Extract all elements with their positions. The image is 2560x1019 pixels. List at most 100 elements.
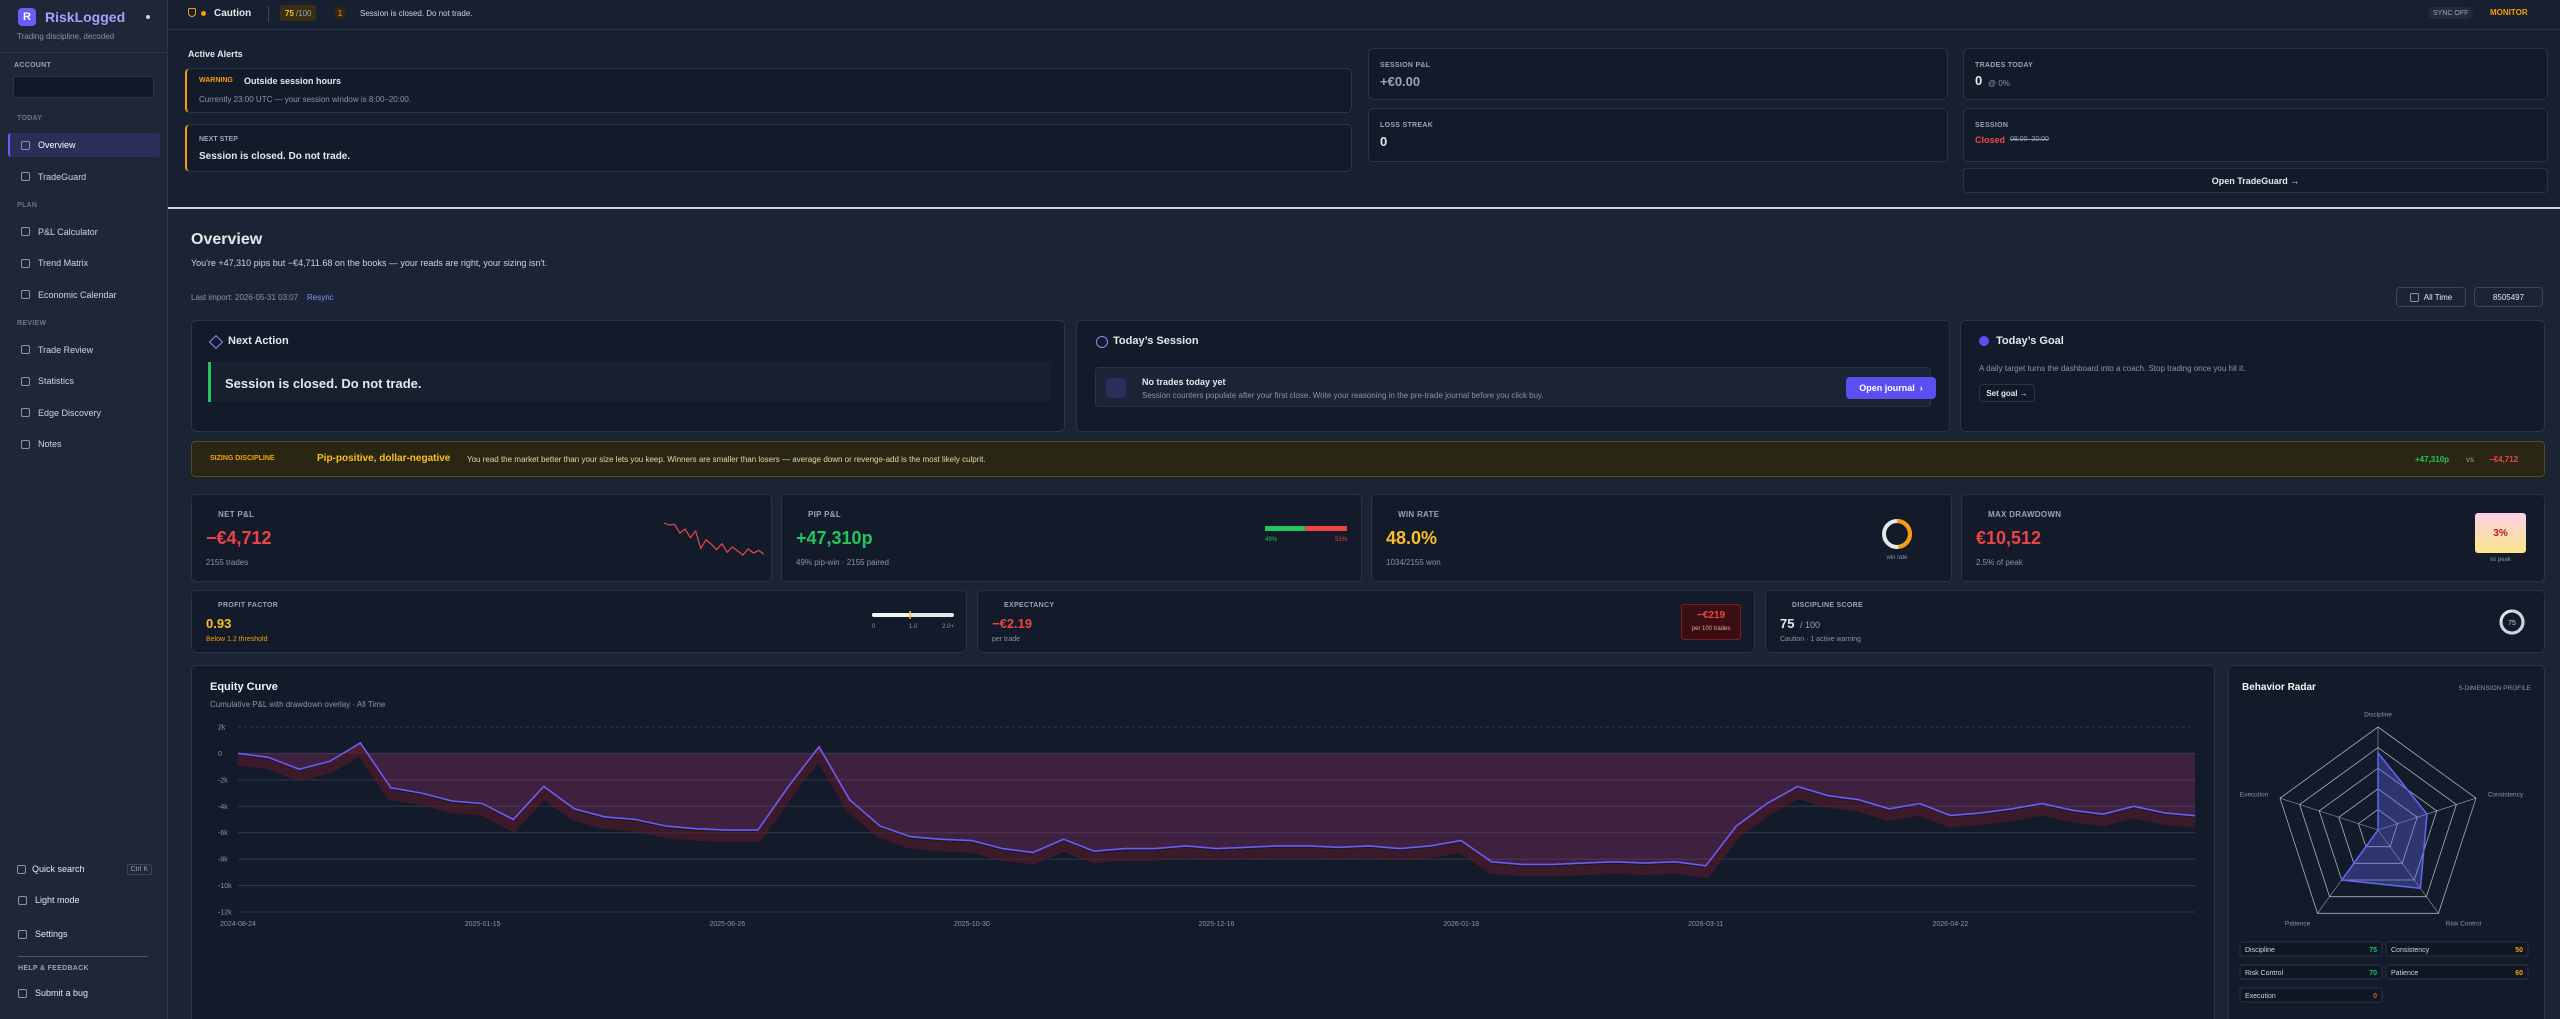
nav-item[interactable]: P&L Calculator — [8, 220, 160, 244]
kpi-value: −€2.19 — [992, 616, 1033, 631]
nav-section-label: REVIEW — [17, 319, 47, 327]
stat-value: 0 — [1975, 73, 1983, 88]
nav-item[interactable]: Notes — [8, 432, 160, 456]
nav-item[interactable]: Economic Calendar — [8, 283, 160, 307]
sync: SYNC OFF — [2433, 9, 2469, 17]
mode[interactable]: MONITOR — [2490, 8, 2528, 17]
badge-value: −€219 — [1696, 610, 1726, 621]
nav-label: Notes — [38, 439, 62, 449]
icon — [18, 929, 27, 939]
scale-tick-label: 0 — [872, 624, 876, 630]
badge-note: vs peak — [2490, 557, 2511, 563]
kpi-note: 2155 trades — [206, 558, 249, 567]
y-tick-label: -2k — [218, 777, 228, 784]
kpi-max: / 100 — [1800, 620, 1821, 630]
alert-title: Session is closed. Do not trade. — [199, 151, 351, 162]
alert-tag: NEXT STEP — [199, 136, 238, 143]
nav-item[interactable]: Overview — [8, 133, 160, 157]
divider — [18, 956, 148, 957]
scale-value — [872, 613, 911, 617]
x-tick-label: 2025-06-26 — [709, 921, 745, 928]
help-label: HELP & FEEDBACK — [18, 965, 89, 972]
equity-chart: Equity Curve Cumulative P&L with drawdow… — [210, 681, 2196, 928]
radar-row-value: 70 — [2369, 970, 2377, 977]
nav-item[interactable]: Trade Review — [8, 338, 160, 362]
range-select[interactable]: All Time — [2396, 287, 2466, 307]
stat-label: SESSION P&L — [1380, 62, 1431, 69]
split-label: 51% — [1335, 537, 1348, 543]
drawdown-badge: 3% — [2475, 513, 2526, 553]
kpi-label: WIN RATE — [1398, 510, 1440, 519]
donut-caption: win rate — [1886, 555, 1908, 561]
stat-card: SESSION P&L +€0.00 — [1368, 48, 1948, 100]
badge-note: per 100 trades — [1691, 626, 1731, 632]
stat-label: LOSS STREAK — [1380, 122, 1434, 129]
next-action-card: Next Action Session is closed. Do not tr… — [191, 320, 1065, 432]
quick-search[interactable]: Quick search Ctrl K — [8, 860, 152, 878]
session-text: Session counters populate after your fir… — [1142, 391, 1544, 400]
radar-chart: Behavior Radar 5-DIMENSION PROFILE Disci… — [2239, 682, 2532, 1003]
chart-title: Equity Curve — [210, 681, 278, 693]
open-journal[interactable]: Open journal › — [1846, 377, 1936, 399]
light-mode[interactable]: Light mode — [18, 895, 80, 905]
nav-item[interactable]: Trend Matrix — [8, 251, 160, 275]
equity-card — [191, 665, 2215, 1019]
alerts-title: Active Alerts — [188, 49, 243, 59]
icon — [21, 258, 30, 268]
x-tick-label: 2026-03-11 — [1688, 921, 1723, 928]
y-tick-label: 0 — [218, 751, 222, 758]
kpi-note: Caution · 1 active warning — [1780, 636, 1861, 643]
shield-icon — [188, 8, 196, 17]
quick-search-label: Quick search — [32, 864, 85, 874]
account-select[interactable] — [13, 76, 154, 98]
icon — [1096, 336, 1108, 348]
account-label: ACCOUNT — [14, 62, 52, 69]
open-tradeguard[interactable]: Open TradeGuard → — [1963, 168, 2548, 193]
submit-bug[interactable]: Submit a bug — [18, 988, 88, 998]
expectancy-badge: −€219 per 100 trades — [1681, 604, 1741, 640]
session-box: No trades today yet Session counters pop… — [1095, 367, 1936, 407]
score: 75 — [285, 8, 294, 18]
nav-item[interactable]: TradeGuard — [8, 165, 160, 189]
kpi-value: −€4,712 — [206, 528, 272, 548]
sync-pill[interactable]: SYNC OFF — [2428, 7, 2474, 19]
radar-shape — [2340, 750, 2428, 890]
alert-text: Currently 23:00 UTC — your session windo… — [199, 95, 412, 104]
icon — [21, 290, 30, 299]
icon — [1106, 378, 1126, 398]
y-tick-label: -6k — [218, 830, 228, 837]
chart-subtitle: Cumulative P&L with drawdown overlay · A… — [210, 700, 386, 709]
win-donut — [1882, 519, 1912, 549]
kpi-label: DISCIPLINE SCORE — [1792, 602, 1863, 609]
resync[interactable]: Resync — [307, 293, 334, 302]
goal-card: Today’s Goal A daily target turns the da… — [1960, 320, 2545, 432]
icon — [21, 408, 30, 417]
set-goal[interactable]: Set goal → — [1979, 384, 2035, 402]
tagline: Trading discipline, decoded — [17, 32, 115, 41]
card-title: Today’s Goal — [1996, 335, 2064, 347]
stat-value: Closed — [1975, 135, 2006, 145]
nav-item[interactable]: Edge Discovery — [8, 401, 160, 425]
session-card: Today’s Session No trades today yet Sess… — [1076, 320, 1950, 432]
banner-vs: vs — [2466, 455, 2474, 464]
stat-label: TRADES TODAY — [1975, 62, 2034, 69]
score-badge: 75/100 — [280, 5, 317, 21]
nav-item[interactable]: Statistics — [8, 369, 160, 393]
score-max: /100 — [295, 8, 312, 18]
icon — [1979, 336, 1989, 346]
nav-label: Overview — [38, 140, 76, 150]
alert-card: NEXT STEP Session is closed. Do not trad… — [185, 124, 1352, 172]
split-bar — [1305, 526, 1347, 531]
radar-row — [2239, 964, 2383, 980]
pip-split: 49% 51% — [1265, 526, 1348, 543]
account-select[interactable]: 8505497 — [2474, 287, 2543, 307]
settings[interactable]: Settings — [18, 929, 68, 939]
kpi-card: NET P&L −€4,712 2155 trades — [191, 494, 772, 582]
x-tick-label: 2026-04-22 — [1932, 921, 1968, 928]
kpi-label: PIP P&L — [808, 510, 842, 519]
ring-value — [2499, 609, 2525, 635]
radar-row-label: Consistency — [2391, 947, 2430, 954]
radar-grid — [2338, 788, 2418, 864]
nav-label: Statistics — [38, 376, 75, 386]
kpi-note: per trade — [992, 636, 1021, 643]
